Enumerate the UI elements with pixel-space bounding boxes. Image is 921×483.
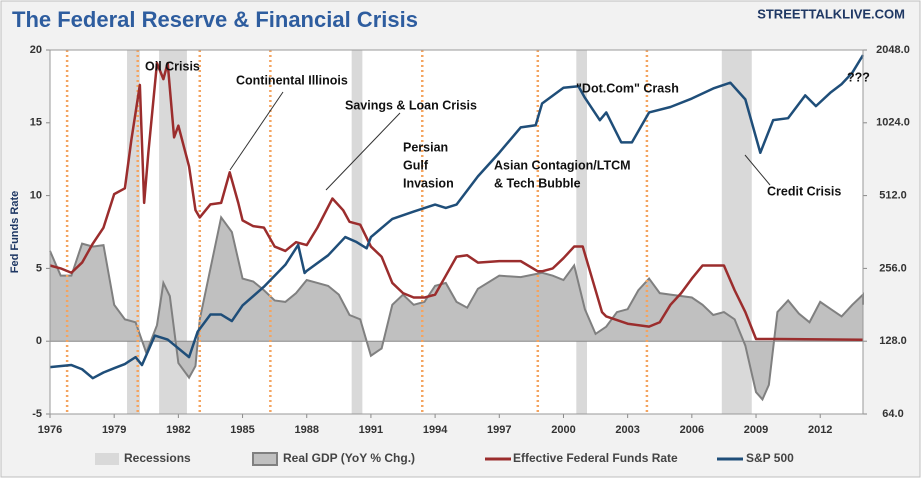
brand: STREETTALKLIVE.COM	[757, 6, 905, 21]
plot-border	[49, 49, 864, 415]
y2-tick-label: 2048.0	[876, 44, 910, 56]
y2-tick-label: 64.0	[882, 408, 903, 420]
x-tick-label: 1982	[166, 424, 190, 436]
chart-title: The Federal Reserve & Financial Crisis	[12, 7, 418, 32]
y2-tick-label: 128.0	[879, 335, 907, 347]
annotation: Gulf	[403, 158, 429, 172]
x-tick-label: 2003	[615, 424, 639, 436]
x-tick-label: 1985	[230, 424, 254, 436]
annotation: Oil Crisis	[145, 59, 200, 73]
legend-label: Effective Federal Funds Rate	[513, 451, 678, 465]
legend-label: Real GDP (YoY % Chg.)	[283, 451, 415, 465]
x-tick-label: 2012	[808, 424, 832, 436]
annotation-pointer	[229, 91, 284, 171]
annotation-pointer	[744, 154, 771, 186]
annotation-pointer	[325, 112, 401, 191]
annotation: & Tech Bubble	[494, 176, 581, 190]
y-tick-label: -5	[32, 408, 42, 420]
series-line	[49, 61, 864, 341]
y-axis-label: Fed Funds Rate	[9, 191, 21, 274]
x-tick-label: 1991	[359, 424, 383, 436]
x-tick-label: 1994	[423, 424, 448, 436]
y2-tick-label: 512.0	[879, 190, 907, 202]
annotation: Credit Crisis	[767, 184, 841, 198]
recession-band	[576, 50, 588, 414]
legend-swatch	[252, 452, 278, 466]
x-tick-label: 1976	[38, 424, 62, 436]
x-tick-label: 2006	[680, 424, 704, 436]
x-tick-label: 1988	[294, 424, 318, 436]
legend-label: S&P 500	[746, 451, 794, 465]
annotation: "Dot.Com" Crash	[576, 81, 679, 95]
gdp-area-fill	[50, 217, 863, 400]
y2-tick-label: 1024.0	[876, 117, 910, 129]
x-tick-label: 1979	[102, 424, 126, 436]
y-tick-label: 20	[30, 44, 42, 56]
legend-label: Recessions	[124, 451, 191, 465]
annotation: Continental Illinois	[236, 73, 348, 87]
annotation: ???	[847, 70, 870, 84]
annotation: Persian	[403, 140, 448, 154]
annotation: Savings & Loan Crisis	[345, 98, 477, 112]
x-tick-label: 2009	[744, 424, 768, 436]
x-tick-label: 1997	[487, 424, 511, 436]
recession-band	[351, 50, 363, 414]
annotation: Asian Contagion/LTCM	[494, 158, 631, 172]
y-tick-label: 10	[30, 190, 42, 202]
y-tick-label: 5	[36, 262, 42, 274]
y2-tick-label: 256.0	[879, 262, 907, 274]
y-tick-label: 0	[36, 335, 42, 347]
y-tick-label: 15	[30, 117, 42, 129]
legend-swatch	[95, 453, 119, 465]
x-tick-label: 2000	[551, 424, 575, 436]
series-line	[49, 54, 865, 380]
annotation: Invasion	[403, 176, 454, 190]
